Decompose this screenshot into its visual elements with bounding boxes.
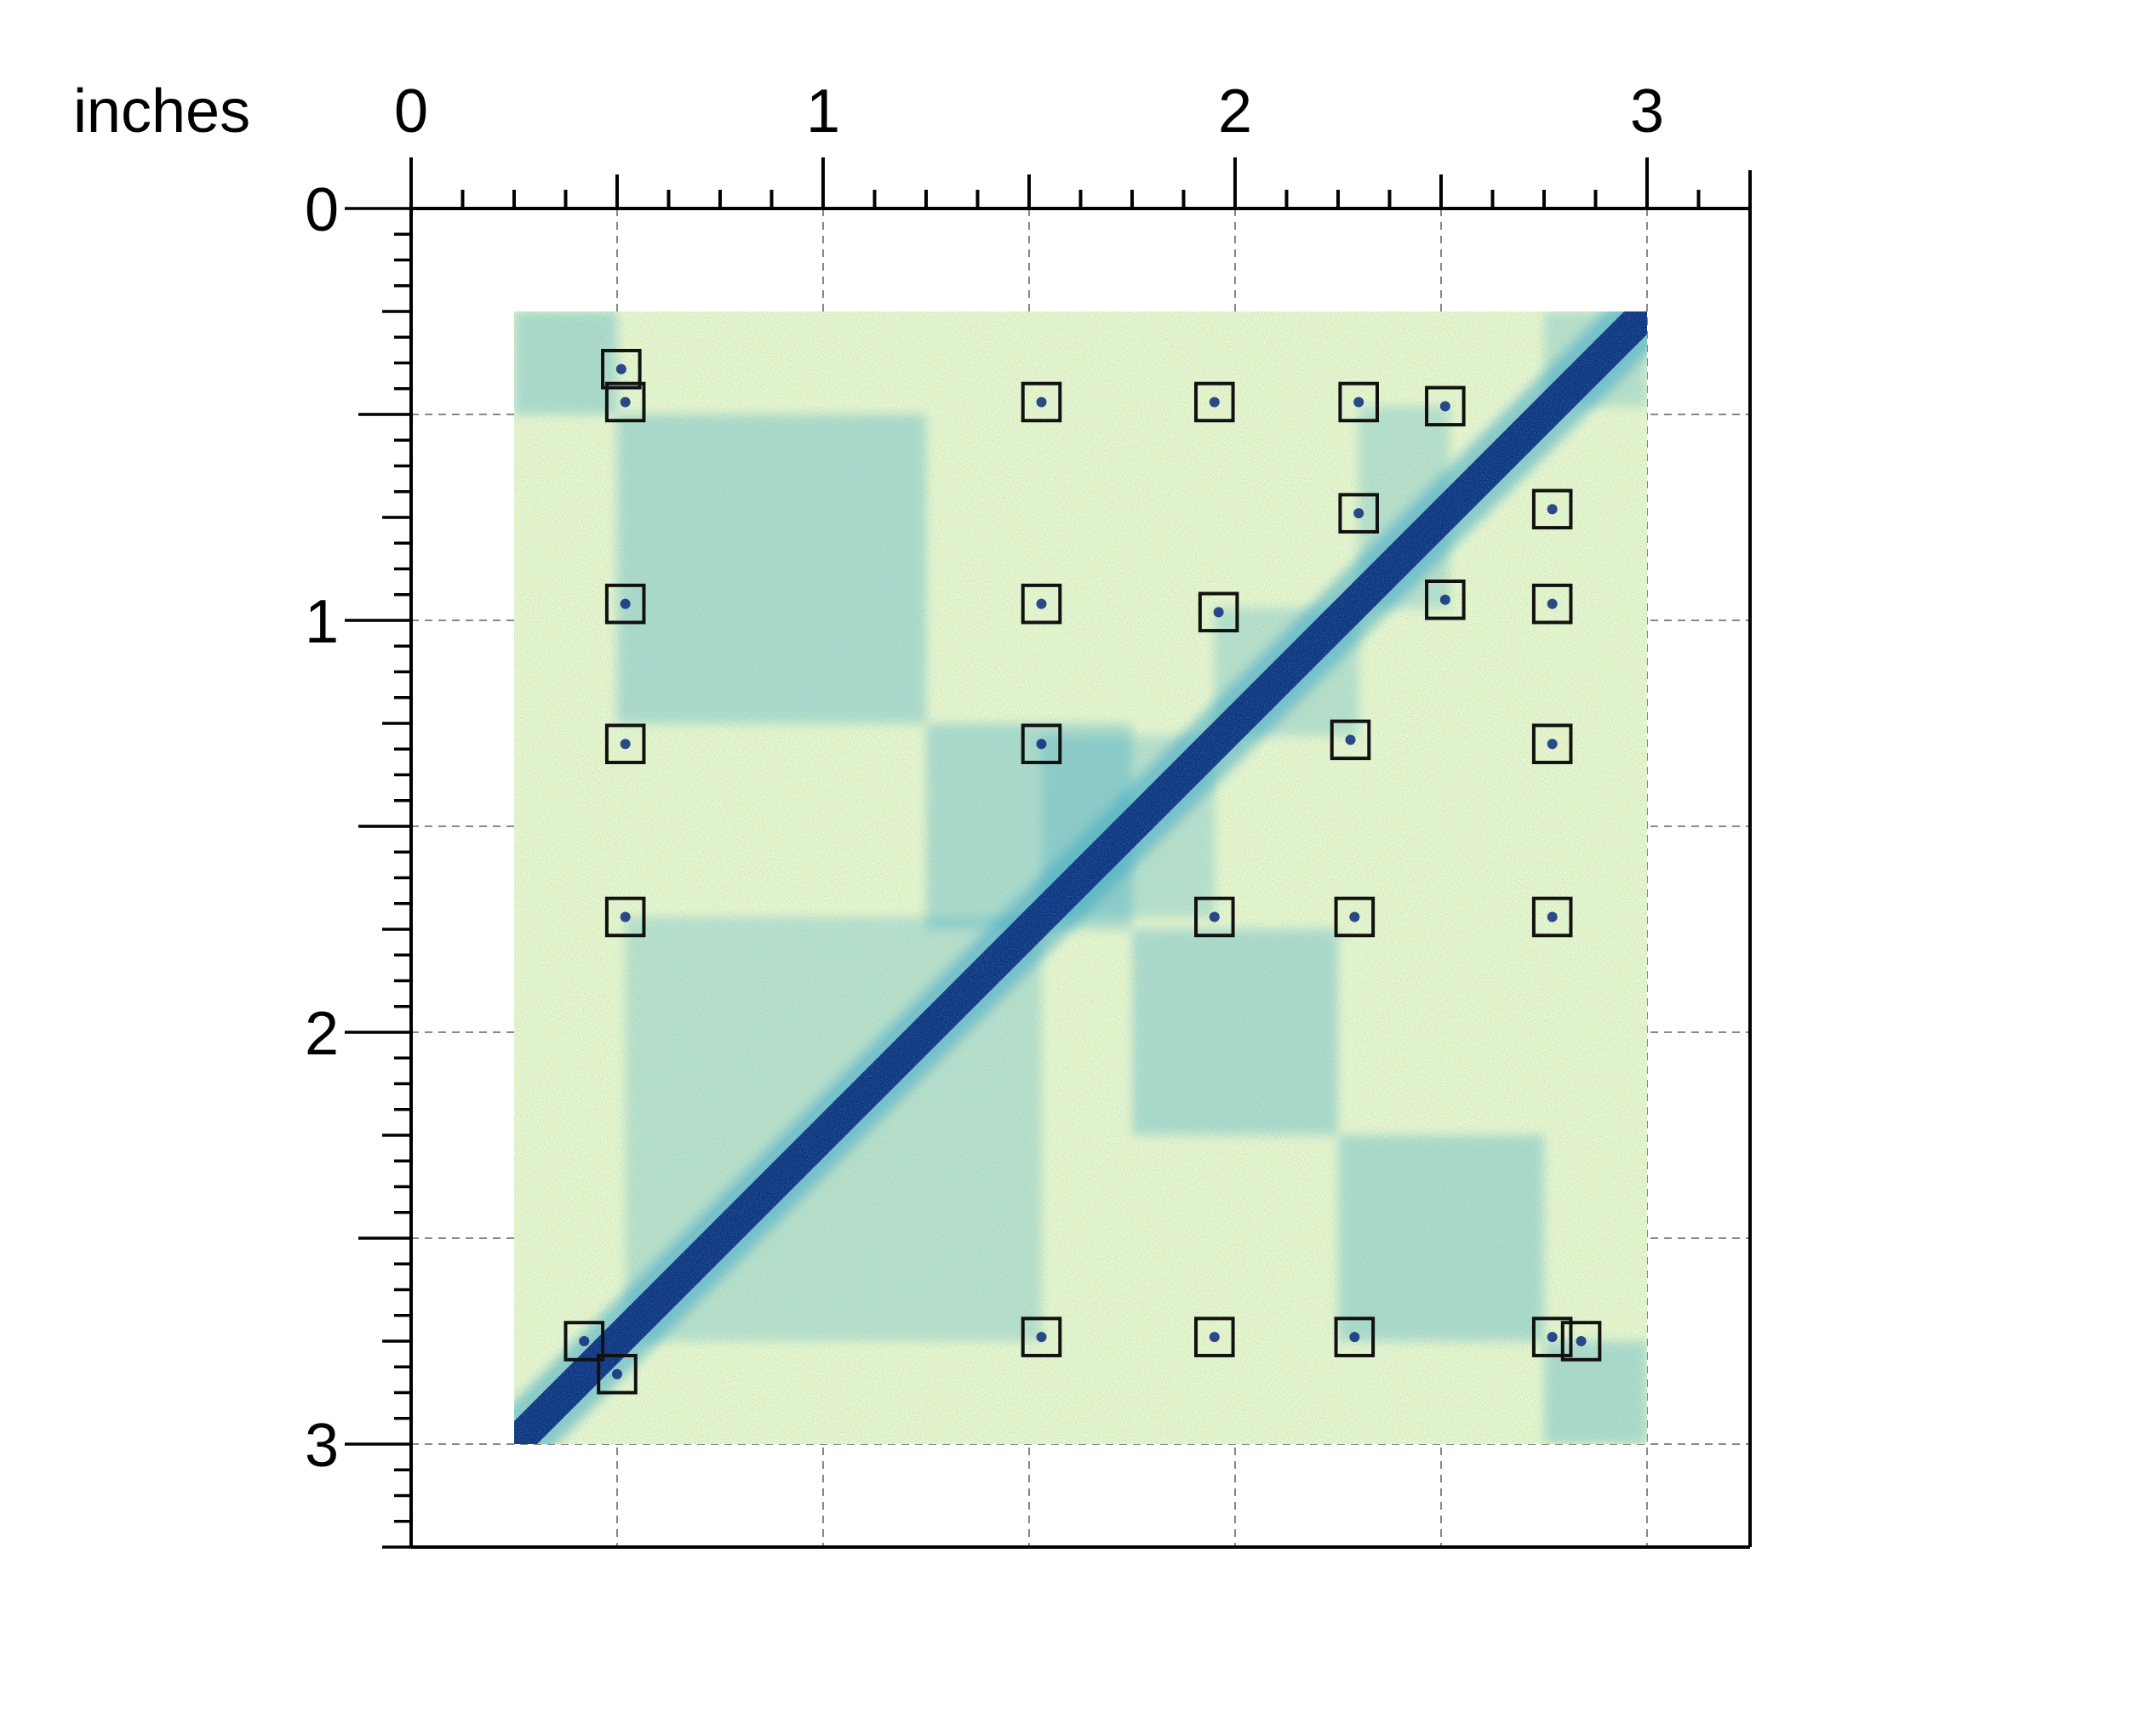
y-tick-label: 2: [305, 1000, 339, 1068]
units-label: inches: [73, 77, 250, 146]
loop-box: [1330, 719, 1371, 761]
loop-box: [1021, 1316, 1062, 1357]
loop-dot: [1547, 1332, 1558, 1343]
loop-dot: [1576, 1336, 1587, 1346]
loop-dot: [1439, 401, 1450, 412]
loop-dot: [1213, 607, 1224, 618]
loop-box: [1338, 493, 1379, 534]
loop-dot: [1349, 1332, 1360, 1343]
loop-box: [1531, 896, 1573, 938]
loop-box: [604, 381, 646, 423]
loop-dot: [1209, 911, 1220, 922]
loop-box: [597, 1353, 638, 1395]
loop-box: [1021, 723, 1062, 764]
x-tick-label: 0: [394, 77, 428, 146]
loop-box: [604, 723, 646, 764]
loop-dot: [1353, 397, 1364, 408]
loop-dot: [620, 397, 631, 408]
x-tick-label: 3: [1630, 77, 1664, 146]
loop-dot: [1547, 598, 1558, 609]
loop-dot: [1547, 504, 1558, 515]
loop-dot: [1209, 1332, 1220, 1343]
loop-box: [1531, 583, 1573, 625]
loop-dot: [1036, 1332, 1047, 1343]
loop-dot: [620, 739, 631, 750]
loop-box: [1531, 723, 1573, 764]
loop-dot: [1345, 734, 1356, 745]
loop-dot: [1439, 594, 1450, 605]
loop-dot: [620, 911, 631, 922]
loop-dot: [1036, 397, 1047, 408]
loop-box: [1194, 381, 1235, 423]
y-tick-label: 0: [305, 176, 339, 244]
y-tick-label: 3: [305, 1412, 339, 1480]
loop-box: [1021, 381, 1062, 423]
loop-annotation-boxes: [563, 348, 1602, 1395]
loop-dot: [579, 1336, 590, 1346]
y-axis-ticks: 0 1 2 3: [305, 176, 411, 1549]
loop-box: [1338, 381, 1379, 423]
loop-dot: [1547, 911, 1558, 922]
loop-box: [601, 348, 642, 390]
loop-dot: [1353, 508, 1364, 519]
loop-box: [1425, 385, 1466, 427]
loop-box: [1194, 1316, 1235, 1357]
loop-box: [1531, 1316, 1573, 1357]
loop-box: [1334, 1316, 1376, 1357]
loop-box: [1194, 896, 1235, 938]
loop-box: [1198, 591, 1239, 633]
axes: 0 1 2 3 0 1 2 3 inches: [73, 77, 1752, 1549]
loop-box: [1531, 488, 1573, 530]
loop-box: [563, 1321, 605, 1362]
loop-dot: [1349, 911, 1360, 922]
loop-box: [604, 583, 646, 625]
loop-box: [1560, 1321, 1602, 1362]
loop-dot: [1209, 397, 1220, 408]
loop-dot: [615, 363, 626, 374]
x-tick-label: 1: [806, 77, 840, 146]
loop-dot: [620, 598, 631, 609]
matrix-noise: [514, 311, 1647, 1444]
x-tick-label: 2: [1218, 77, 1252, 146]
loop-box: [604, 896, 646, 938]
loop-box: [1021, 583, 1062, 625]
loop-dot: [1547, 739, 1558, 750]
loop-box: [1334, 896, 1376, 938]
x-axis-ticks: 0 1 2 3: [394, 77, 1752, 208]
loop-dot: [1036, 739, 1047, 750]
loop-dot: [1036, 598, 1047, 609]
y-tick-label: 1: [305, 588, 339, 656]
contact-matrix: [514, 311, 1647, 1444]
loop-dot: [612, 1368, 622, 1379]
loop-box: [1425, 580, 1466, 620]
